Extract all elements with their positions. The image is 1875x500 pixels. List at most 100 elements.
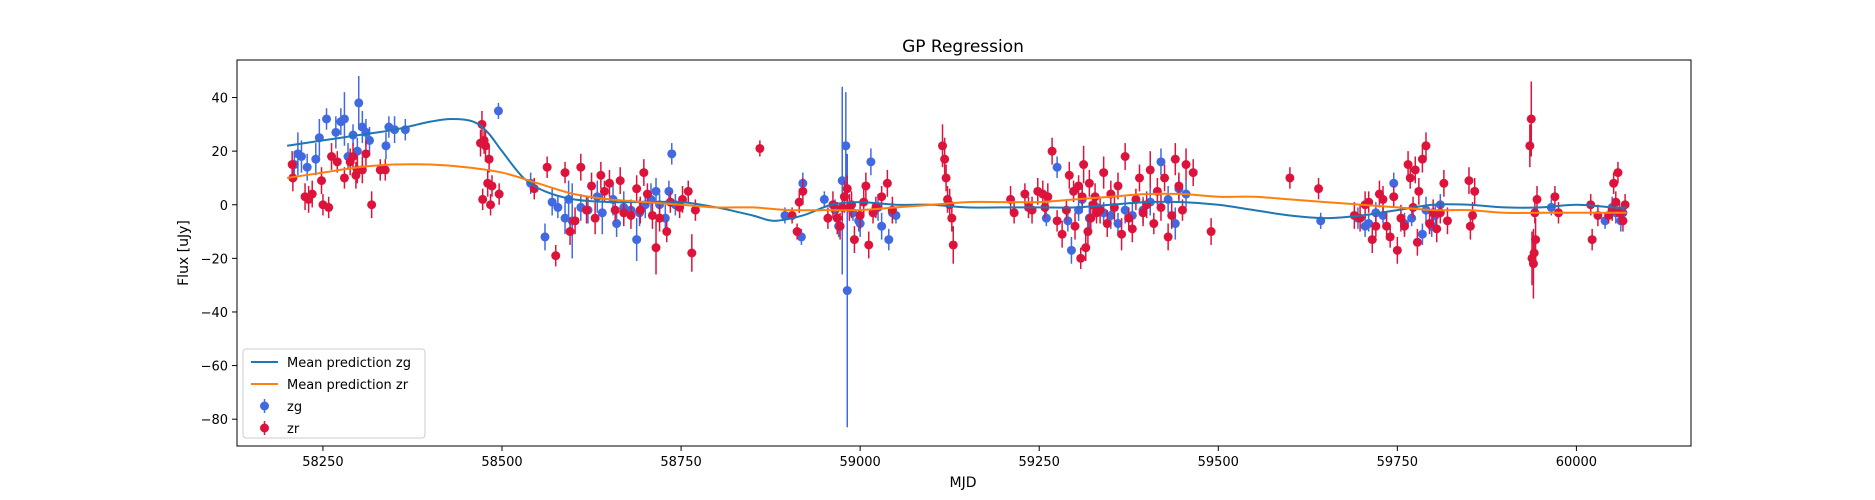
y-tick-label: −20 [201,252,228,267]
data-point-zr [1392,245,1402,255]
data-point-zg [780,210,790,220]
data-point-zr [487,181,497,191]
data-point-zr [1070,221,1080,231]
y-tick-label: −80 [201,413,228,428]
data-point-zr [626,210,636,220]
data-point-zr [1470,186,1480,196]
data-point-zg [354,98,364,108]
data-point-zr [1156,202,1166,212]
legend-label-mean-zg: Mean prediction zg [287,356,411,371]
data-point-zr [481,141,491,151]
data-point-zr [1405,173,1415,183]
data-point-zr [1550,192,1560,202]
data-point-zg [841,141,851,151]
data-point-zg [1063,216,1073,226]
data-point-zr [1117,229,1127,239]
data-point-zr [948,240,958,250]
data-point-zg [842,286,852,296]
data-point-zr [1149,219,1159,229]
data-point-zr [1378,194,1388,204]
data-point-zg [296,152,306,161]
data-point-zr [1526,114,1536,124]
legend-swatch-zr [260,423,269,433]
data-point-zr [1095,205,1105,215]
data-point-zr [1074,181,1084,191]
data-point-zr [1464,176,1474,186]
data-point-zr [1079,160,1089,170]
data-point-zr [941,173,951,183]
data-point-zg [1066,245,1076,255]
data-point-zr [599,186,609,196]
data-point-zr [1609,178,1619,188]
data-point-zr [367,200,377,210]
data-point-zr [849,235,859,245]
data-point-zr [1532,194,1542,204]
data-point-zr [1410,165,1420,175]
data-point-zr [823,213,833,223]
data-point-zr [1124,213,1134,223]
data-point-zr [332,157,342,167]
data-point-zg [1389,178,1399,188]
data-point-zg [1417,229,1427,239]
data-point-zr [570,216,580,226]
data-point-zr [1163,232,1173,242]
data-point-zg [1120,205,1130,215]
data-point-zr [835,221,845,231]
data-point-zr [1076,253,1086,263]
data-point-zr [1525,141,1535,151]
data-point-zr [1403,160,1413,170]
data-point-zr [1417,154,1427,164]
data-point-zr [842,184,852,194]
data-point-zr [1170,154,1180,164]
y-tick-label: 0 [220,199,228,214]
data-point-zr [1113,181,1123,191]
data-point-zg [311,154,321,164]
data-point-zr [317,176,327,186]
data-point-zr [687,248,697,258]
data-point-zr [1618,216,1628,226]
y-tick-label: 40 [211,92,228,107]
data-point-zr [1138,208,1148,218]
data-point-zr [1529,248,1539,258]
data-point-zg [547,197,557,207]
data-point-zr [1587,235,1597,245]
x-tick-label: 59000 [839,455,880,470]
data-point-zr [1439,178,1449,188]
data-point-zg [1156,157,1166,167]
data-point-zr [484,154,494,164]
data-point-zr [1160,173,1170,183]
chart-title: GP Regression [902,37,1024,57]
data-point-zr [632,184,642,194]
data-point-zr [940,154,950,164]
mean-prediction-zg-line [286,117,1627,222]
data-point-zr [339,173,349,183]
data-point-zr [864,240,874,250]
data-point-zr [1134,173,1144,183]
data-point-zr [565,227,575,237]
data-point-zg [1041,213,1051,223]
data-point-zr [478,194,488,204]
data-point-zr [1188,168,1198,178]
legend-label-zr: zr [287,422,300,437]
legend-label-zg: zg [287,400,302,415]
data-point-zr [1389,192,1399,202]
data-point-zr [1371,221,1381,231]
data-point-zr [1396,213,1406,223]
data-point-zr [662,227,672,237]
data-point-zg [1106,210,1116,220]
data-point-zr [947,213,957,223]
data-point-zr [1382,221,1392,231]
data-point-zr [1432,224,1442,234]
data-point-zr [348,152,358,161]
data-point-zg [612,219,622,229]
legend-label-mean-zr: Mean prediction zr [287,378,409,393]
data-point-zr [1167,210,1177,220]
data-point-zg [302,162,312,172]
data-point-zr [327,152,337,161]
data-point-zg [651,186,661,196]
data-point-zr [1367,235,1377,245]
data-point-zr [1086,213,1096,223]
mean-prediction-zr-line [286,163,1627,214]
data-point-zr [945,200,955,210]
